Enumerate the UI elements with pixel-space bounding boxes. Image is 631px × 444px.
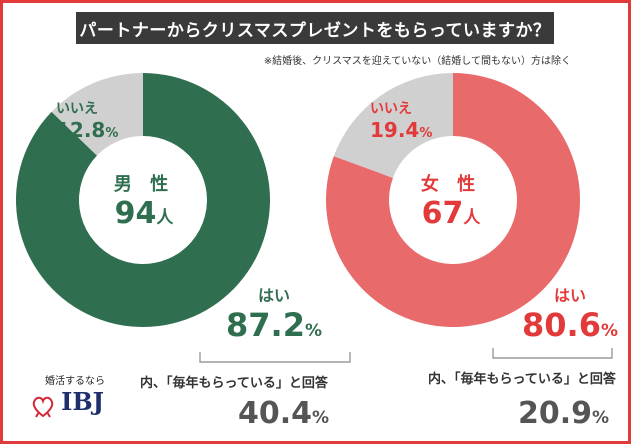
- logo-tagline: 婚活するなら: [45, 376, 105, 387]
- female-yes-pct-sign: %: [600, 321, 618, 341]
- female-center-label: 女 性 67人: [391, 170, 511, 231]
- female-gender: 女 性: [420, 174, 482, 195]
- logo-brand: IBJ: [61, 387, 104, 416]
- female-slice-no: [333, 73, 453, 178]
- male-donut: [15, 73, 271, 328]
- male-slice-no: [51, 73, 143, 156]
- female-sub-pct-wrap: 20.9%: [518, 396, 609, 431]
- female-count-unit: 人: [463, 208, 481, 228]
- female-sub-note: 内、「毎年もらっている」と回答: [428, 372, 616, 387]
- female-yes-pct: 80.6: [522, 306, 601, 344]
- female-yes-label: はい 80.6%: [522, 282, 618, 344]
- male-center-label: 男 性 94人: [84, 170, 204, 231]
- female-count-wrap: 67人: [391, 196, 511, 231]
- male-yes-label: はい 87.2%: [226, 282, 322, 344]
- female-no-name: いいえ: [370, 101, 412, 117]
- male-yes-pct-sign: %: [304, 321, 322, 341]
- chart-title: パートナーからクリスマスプレゼントをもらっていますか？: [76, 12, 554, 44]
- male-no-name: いいえ: [56, 101, 98, 117]
- male-count-unit: 人: [156, 208, 174, 228]
- male-no-pct: 12.8: [56, 118, 106, 142]
- male-slice-yes: [15, 73, 271, 328]
- heart-ribbon-icon: [32, 396, 54, 418]
- female-no-pct-sign: %: [419, 126, 433, 141]
- male-sub-pct-sign: %: [312, 408, 330, 428]
- male-count: 94: [114, 196, 157, 231]
- male-sub-note: 内、「毎年もらっている」と回答: [140, 376, 328, 391]
- female-slice-yes: [326, 73, 580, 327]
- female-sub-pct: 20.9: [518, 396, 593, 431]
- male-no-label: いいえ 12.8%: [56, 98, 118, 142]
- male-sub-pct-wrap: 40.4%: [238, 396, 329, 431]
- ibj-logo: 婚活するなら IBJ: [30, 372, 120, 419]
- female-count: 67: [421, 196, 464, 231]
- female-sub-pct-sign: %: [592, 408, 610, 428]
- female-no-label: いいえ 19.4%: [370, 98, 432, 142]
- male-sub-pct: 40.4: [238, 396, 313, 431]
- male-bracket: [199, 352, 351, 363]
- female-bracket: [492, 348, 613, 359]
- female-yes-name: はい: [553, 286, 586, 305]
- male-yes-name: はい: [257, 286, 290, 305]
- male-no-pct-sign: %: [105, 126, 119, 141]
- female-donut: [326, 73, 580, 327]
- exclusion-note: ※結婚後、クリスマスを迎えていない（結婚して間もない）方は除く: [263, 56, 571, 67]
- male-yes-pct: 87.2: [226, 306, 305, 344]
- female-no-pct: 19.4: [370, 118, 420, 142]
- male-gender: 男 性: [113, 174, 175, 195]
- male-count-wrap: 94人: [84, 196, 204, 231]
